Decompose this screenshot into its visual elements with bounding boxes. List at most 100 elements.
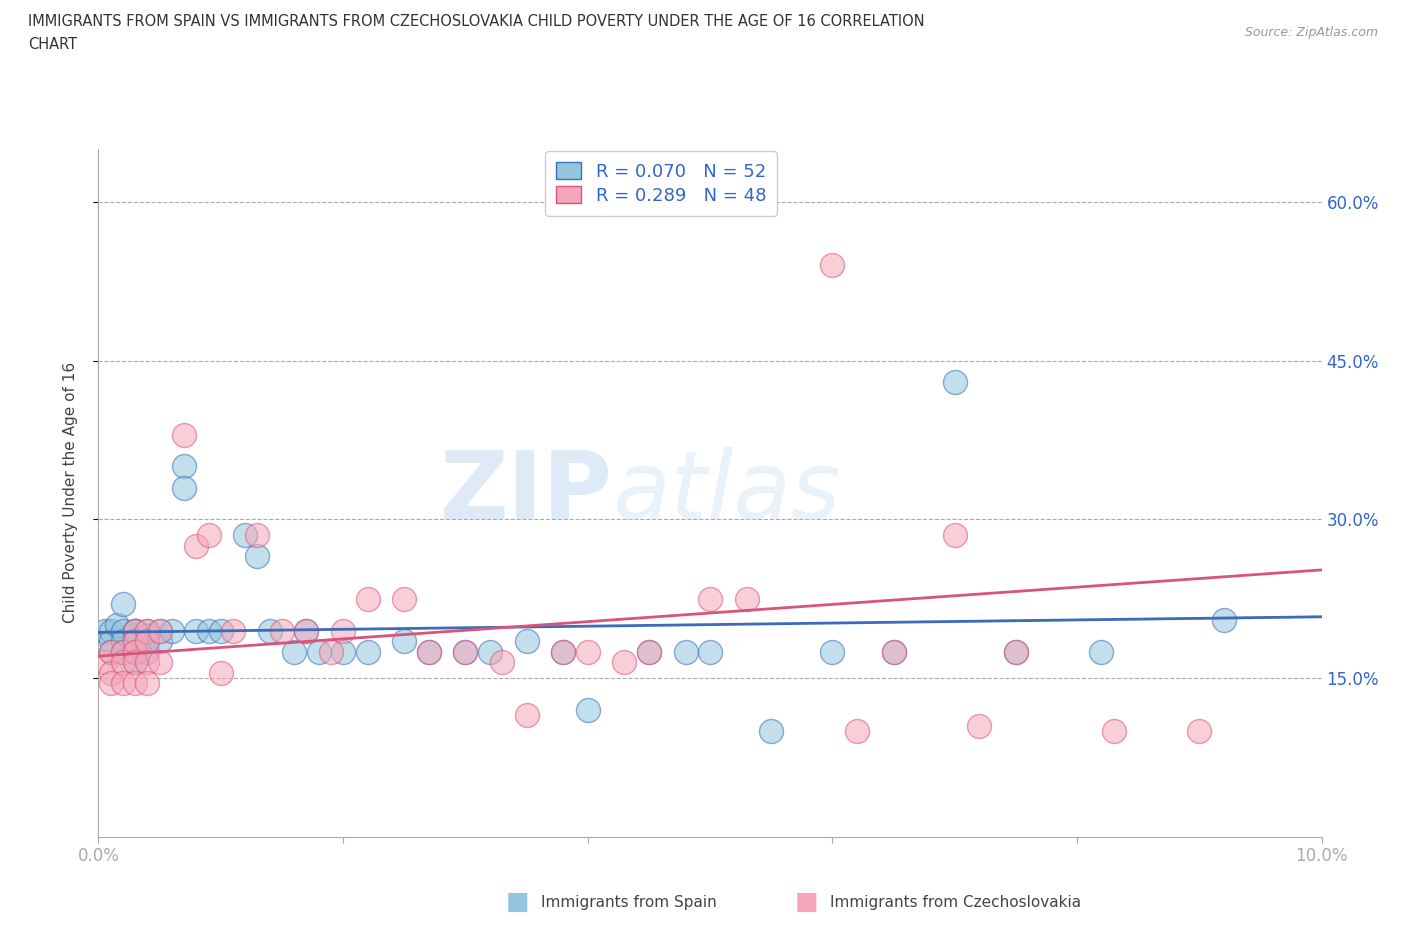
Point bbox=[186, 623, 208, 638]
Point bbox=[111, 655, 134, 670]
Point bbox=[197, 528, 219, 543]
Point bbox=[111, 633, 134, 648]
Text: ■: ■ bbox=[506, 890, 530, 914]
Point bbox=[233, 528, 256, 543]
Point bbox=[149, 633, 172, 648]
Legend: R = 0.070   N = 52, R = 0.289   N = 48: R = 0.070 N = 52, R = 0.289 N = 48 bbox=[546, 151, 778, 216]
Point bbox=[1102, 724, 1125, 738]
Point bbox=[637, 644, 661, 659]
Point bbox=[392, 591, 416, 606]
Point bbox=[149, 655, 172, 670]
Point bbox=[295, 623, 318, 638]
Point bbox=[943, 374, 966, 389]
Point bbox=[1004, 644, 1026, 659]
Point bbox=[637, 644, 661, 659]
Point bbox=[197, 623, 219, 638]
Point bbox=[283, 644, 305, 659]
Point bbox=[1090, 644, 1112, 659]
Point bbox=[136, 633, 159, 648]
Point bbox=[759, 724, 782, 738]
Point bbox=[136, 623, 159, 638]
Point bbox=[356, 591, 378, 606]
Point bbox=[613, 655, 636, 670]
Point bbox=[149, 623, 172, 638]
Point bbox=[136, 644, 159, 659]
Point bbox=[111, 676, 134, 691]
Text: Immigrants from Czechoslovakia: Immigrants from Czechoslovakia bbox=[830, 895, 1081, 910]
Point bbox=[136, 633, 159, 648]
Point bbox=[124, 655, 146, 670]
Point bbox=[478, 644, 501, 659]
Point bbox=[1004, 644, 1026, 659]
Point bbox=[124, 623, 146, 638]
Point bbox=[699, 644, 721, 659]
Point bbox=[160, 623, 183, 638]
Point bbox=[246, 549, 269, 564]
Point bbox=[821, 644, 844, 659]
Text: atlas: atlas bbox=[612, 447, 841, 538]
Point bbox=[246, 528, 269, 543]
Point bbox=[675, 644, 697, 659]
Point bbox=[576, 644, 599, 659]
Point bbox=[418, 644, 440, 659]
Point bbox=[124, 623, 146, 638]
Point bbox=[967, 718, 990, 733]
Point bbox=[209, 666, 232, 681]
Point bbox=[883, 644, 905, 659]
Point bbox=[173, 427, 195, 442]
Point bbox=[454, 644, 477, 659]
Point bbox=[100, 644, 122, 659]
Point bbox=[124, 623, 146, 638]
Point bbox=[136, 629, 159, 644]
Point bbox=[821, 258, 844, 272]
Point bbox=[259, 623, 281, 638]
Point bbox=[173, 480, 195, 495]
Point bbox=[149, 623, 172, 638]
Point bbox=[100, 633, 122, 648]
Point bbox=[124, 633, 146, 648]
Point bbox=[319, 644, 342, 659]
Point bbox=[124, 655, 146, 670]
Point bbox=[100, 666, 122, 681]
Point bbox=[943, 528, 966, 543]
Point bbox=[136, 676, 159, 691]
Text: ■: ■ bbox=[794, 890, 818, 914]
Point bbox=[100, 676, 122, 691]
Point bbox=[209, 623, 232, 638]
Point bbox=[332, 644, 354, 659]
Point bbox=[124, 623, 146, 638]
Point bbox=[111, 623, 134, 638]
Point bbox=[553, 644, 575, 659]
Point bbox=[883, 644, 905, 659]
Point bbox=[93, 623, 115, 638]
Point bbox=[105, 618, 128, 632]
Point bbox=[418, 644, 440, 659]
Point bbox=[186, 538, 208, 553]
Point bbox=[111, 644, 134, 659]
Point bbox=[516, 708, 538, 723]
Point bbox=[124, 676, 146, 691]
Point bbox=[295, 623, 318, 638]
Text: ZIP: ZIP bbox=[439, 447, 612, 538]
Point bbox=[100, 644, 122, 659]
Point bbox=[576, 702, 599, 717]
Point bbox=[308, 644, 330, 659]
Point bbox=[454, 644, 477, 659]
Point bbox=[735, 591, 758, 606]
Point bbox=[173, 459, 195, 474]
Point bbox=[222, 623, 245, 638]
Point bbox=[332, 623, 354, 638]
Text: Source: ZipAtlas.com: Source: ZipAtlas.com bbox=[1244, 26, 1378, 39]
Point bbox=[93, 655, 115, 670]
Point bbox=[553, 644, 575, 659]
Point bbox=[516, 633, 538, 648]
Point bbox=[699, 591, 721, 606]
Point bbox=[491, 655, 513, 670]
Point bbox=[100, 623, 122, 638]
Point bbox=[392, 633, 416, 648]
Point bbox=[136, 623, 159, 638]
Y-axis label: Child Poverty Under the Age of 16: Child Poverty Under the Age of 16 bbox=[63, 363, 77, 623]
Point bbox=[124, 644, 146, 659]
Point bbox=[270, 623, 292, 638]
Text: IMMIGRANTS FROM SPAIN VS IMMIGRANTS FROM CZECHOSLOVAKIA CHILD POVERTY UNDER THE : IMMIGRANTS FROM SPAIN VS IMMIGRANTS FROM… bbox=[28, 14, 925, 29]
